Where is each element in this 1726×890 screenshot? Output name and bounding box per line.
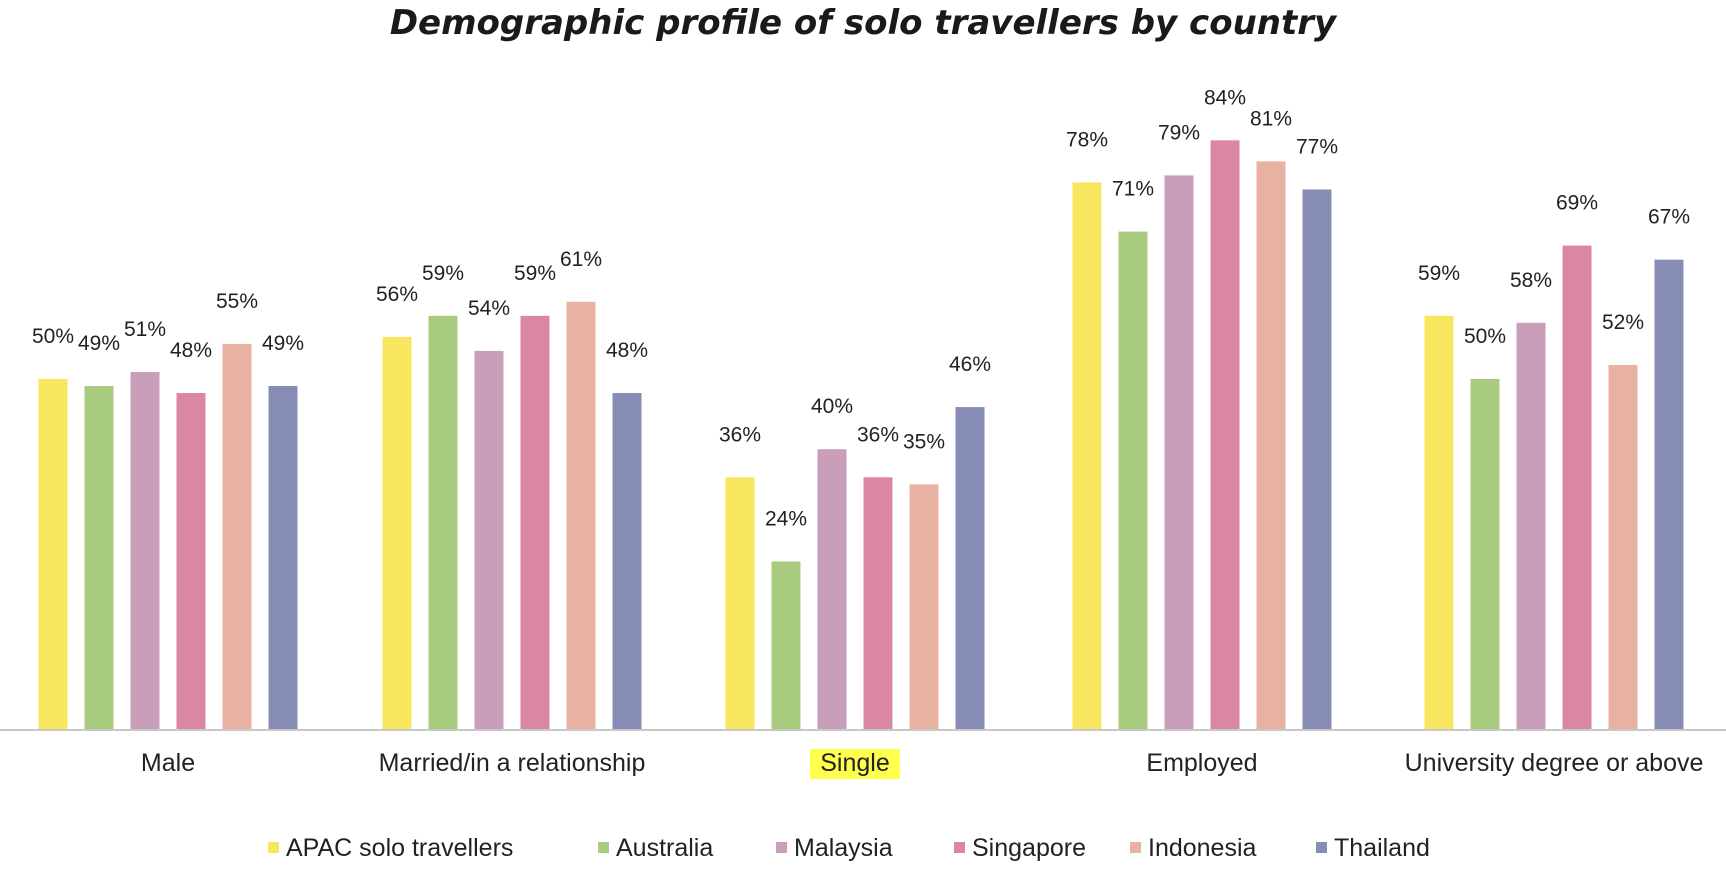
bar-university-degree-or-above-australia bbox=[1470, 379, 1500, 730]
legend-label: Indonesia bbox=[1148, 834, 1257, 862]
data-label: 40% bbox=[811, 395, 853, 418]
bar-married-in-a-relationship-australia bbox=[428, 315, 458, 730]
bar-university-degree-or-above-indonesia bbox=[1608, 364, 1638, 730]
data-label: 35% bbox=[903, 430, 945, 453]
category-label: Married/in a relationship bbox=[379, 749, 646, 777]
bar-male-malaysia bbox=[130, 371, 160, 730]
legend-label: Singapore bbox=[972, 834, 1086, 862]
bar-married-in-a-relationship-malaysia bbox=[474, 350, 504, 730]
data-label: 52% bbox=[1602, 311, 1644, 334]
data-label: 48% bbox=[170, 339, 212, 362]
legend-swatch bbox=[1316, 842, 1327, 853]
legend-swatch bbox=[268, 842, 279, 853]
category-highlight bbox=[810, 749, 900, 779]
data-label: 79% bbox=[1158, 121, 1200, 144]
bar-employed-australia bbox=[1118, 231, 1148, 730]
data-label: 81% bbox=[1250, 107, 1292, 130]
data-label: 69% bbox=[1556, 192, 1598, 215]
category-label: Male bbox=[141, 749, 195, 777]
legend-swatch bbox=[776, 842, 787, 853]
legend-label: Thailand bbox=[1334, 834, 1430, 862]
bar-male-apac-solo-travellers bbox=[38, 379, 68, 730]
bar-university-degree-or-above-thailand bbox=[1654, 259, 1684, 730]
data-label: 49% bbox=[262, 332, 304, 355]
legend-label: Malaysia bbox=[794, 834, 893, 862]
data-label: 67% bbox=[1648, 206, 1690, 229]
data-label: 61% bbox=[560, 248, 602, 271]
data-label: 48% bbox=[606, 339, 648, 362]
data-label: 36% bbox=[857, 423, 899, 446]
data-label: 50% bbox=[1464, 325, 1506, 348]
data-label: 59% bbox=[1418, 262, 1460, 285]
legend-label: Australia bbox=[616, 834, 713, 862]
data-label: 36% bbox=[719, 423, 761, 446]
data-label: 84% bbox=[1204, 86, 1246, 109]
bar-male-singapore bbox=[176, 393, 206, 730]
bar-married-in-a-relationship-apac-solo-travellers bbox=[382, 336, 412, 730]
data-label: 59% bbox=[514, 262, 556, 285]
bar-male-thailand bbox=[268, 386, 298, 730]
data-label: 77% bbox=[1296, 135, 1338, 158]
bar-university-degree-or-above-apac-solo-travellers bbox=[1424, 315, 1454, 730]
bar-single-singapore bbox=[863, 477, 893, 730]
bar-single-australia bbox=[771, 561, 801, 730]
category-label: Employed bbox=[1146, 749, 1257, 777]
bar-male-indonesia bbox=[222, 343, 252, 730]
bar-single-malaysia bbox=[817, 449, 847, 730]
bar-married-in-a-relationship-thailand bbox=[612, 393, 642, 730]
data-label: 78% bbox=[1066, 128, 1108, 151]
data-label: 24% bbox=[765, 508, 807, 531]
bar-single-thailand bbox=[955, 407, 985, 730]
data-label: 54% bbox=[468, 297, 510, 320]
chart-title: Demographic profile of solo travellers b… bbox=[389, 3, 1337, 43]
data-label: 55% bbox=[216, 290, 258, 313]
legend-label: APAC solo travellers bbox=[286, 834, 513, 862]
category-label: Single bbox=[820, 749, 890, 777]
bar-university-degree-or-above-singapore bbox=[1562, 245, 1592, 730]
legend-swatch bbox=[1130, 842, 1141, 853]
data-label: 50% bbox=[32, 325, 74, 348]
data-label: 51% bbox=[124, 318, 166, 341]
bar-single-apac-solo-travellers bbox=[725, 477, 755, 730]
bar-married-in-a-relationship-indonesia bbox=[566, 301, 596, 730]
data-label: 49% bbox=[78, 332, 120, 355]
bar-employed-apac-solo-travellers bbox=[1072, 182, 1102, 730]
bar-employed-singapore bbox=[1210, 140, 1240, 730]
bar-university-degree-or-above-malaysia bbox=[1516, 322, 1546, 730]
data-label: 71% bbox=[1112, 178, 1154, 201]
data-label: 58% bbox=[1510, 269, 1552, 292]
category-label: University degree or above bbox=[1405, 749, 1704, 777]
legend-swatch bbox=[598, 842, 609, 853]
data-label: 46% bbox=[949, 353, 991, 376]
data-label: 59% bbox=[422, 262, 464, 285]
bar-employed-thailand bbox=[1302, 189, 1332, 730]
legend-swatch bbox=[954, 842, 965, 853]
data-label: 56% bbox=[376, 283, 418, 306]
bar-employed-malaysia bbox=[1164, 175, 1194, 731]
bar-married-in-a-relationship-singapore bbox=[520, 315, 550, 730]
bar-employed-indonesia bbox=[1256, 161, 1286, 730]
bar-male-australia bbox=[84, 386, 114, 730]
bar-single-indonesia bbox=[909, 484, 939, 730]
